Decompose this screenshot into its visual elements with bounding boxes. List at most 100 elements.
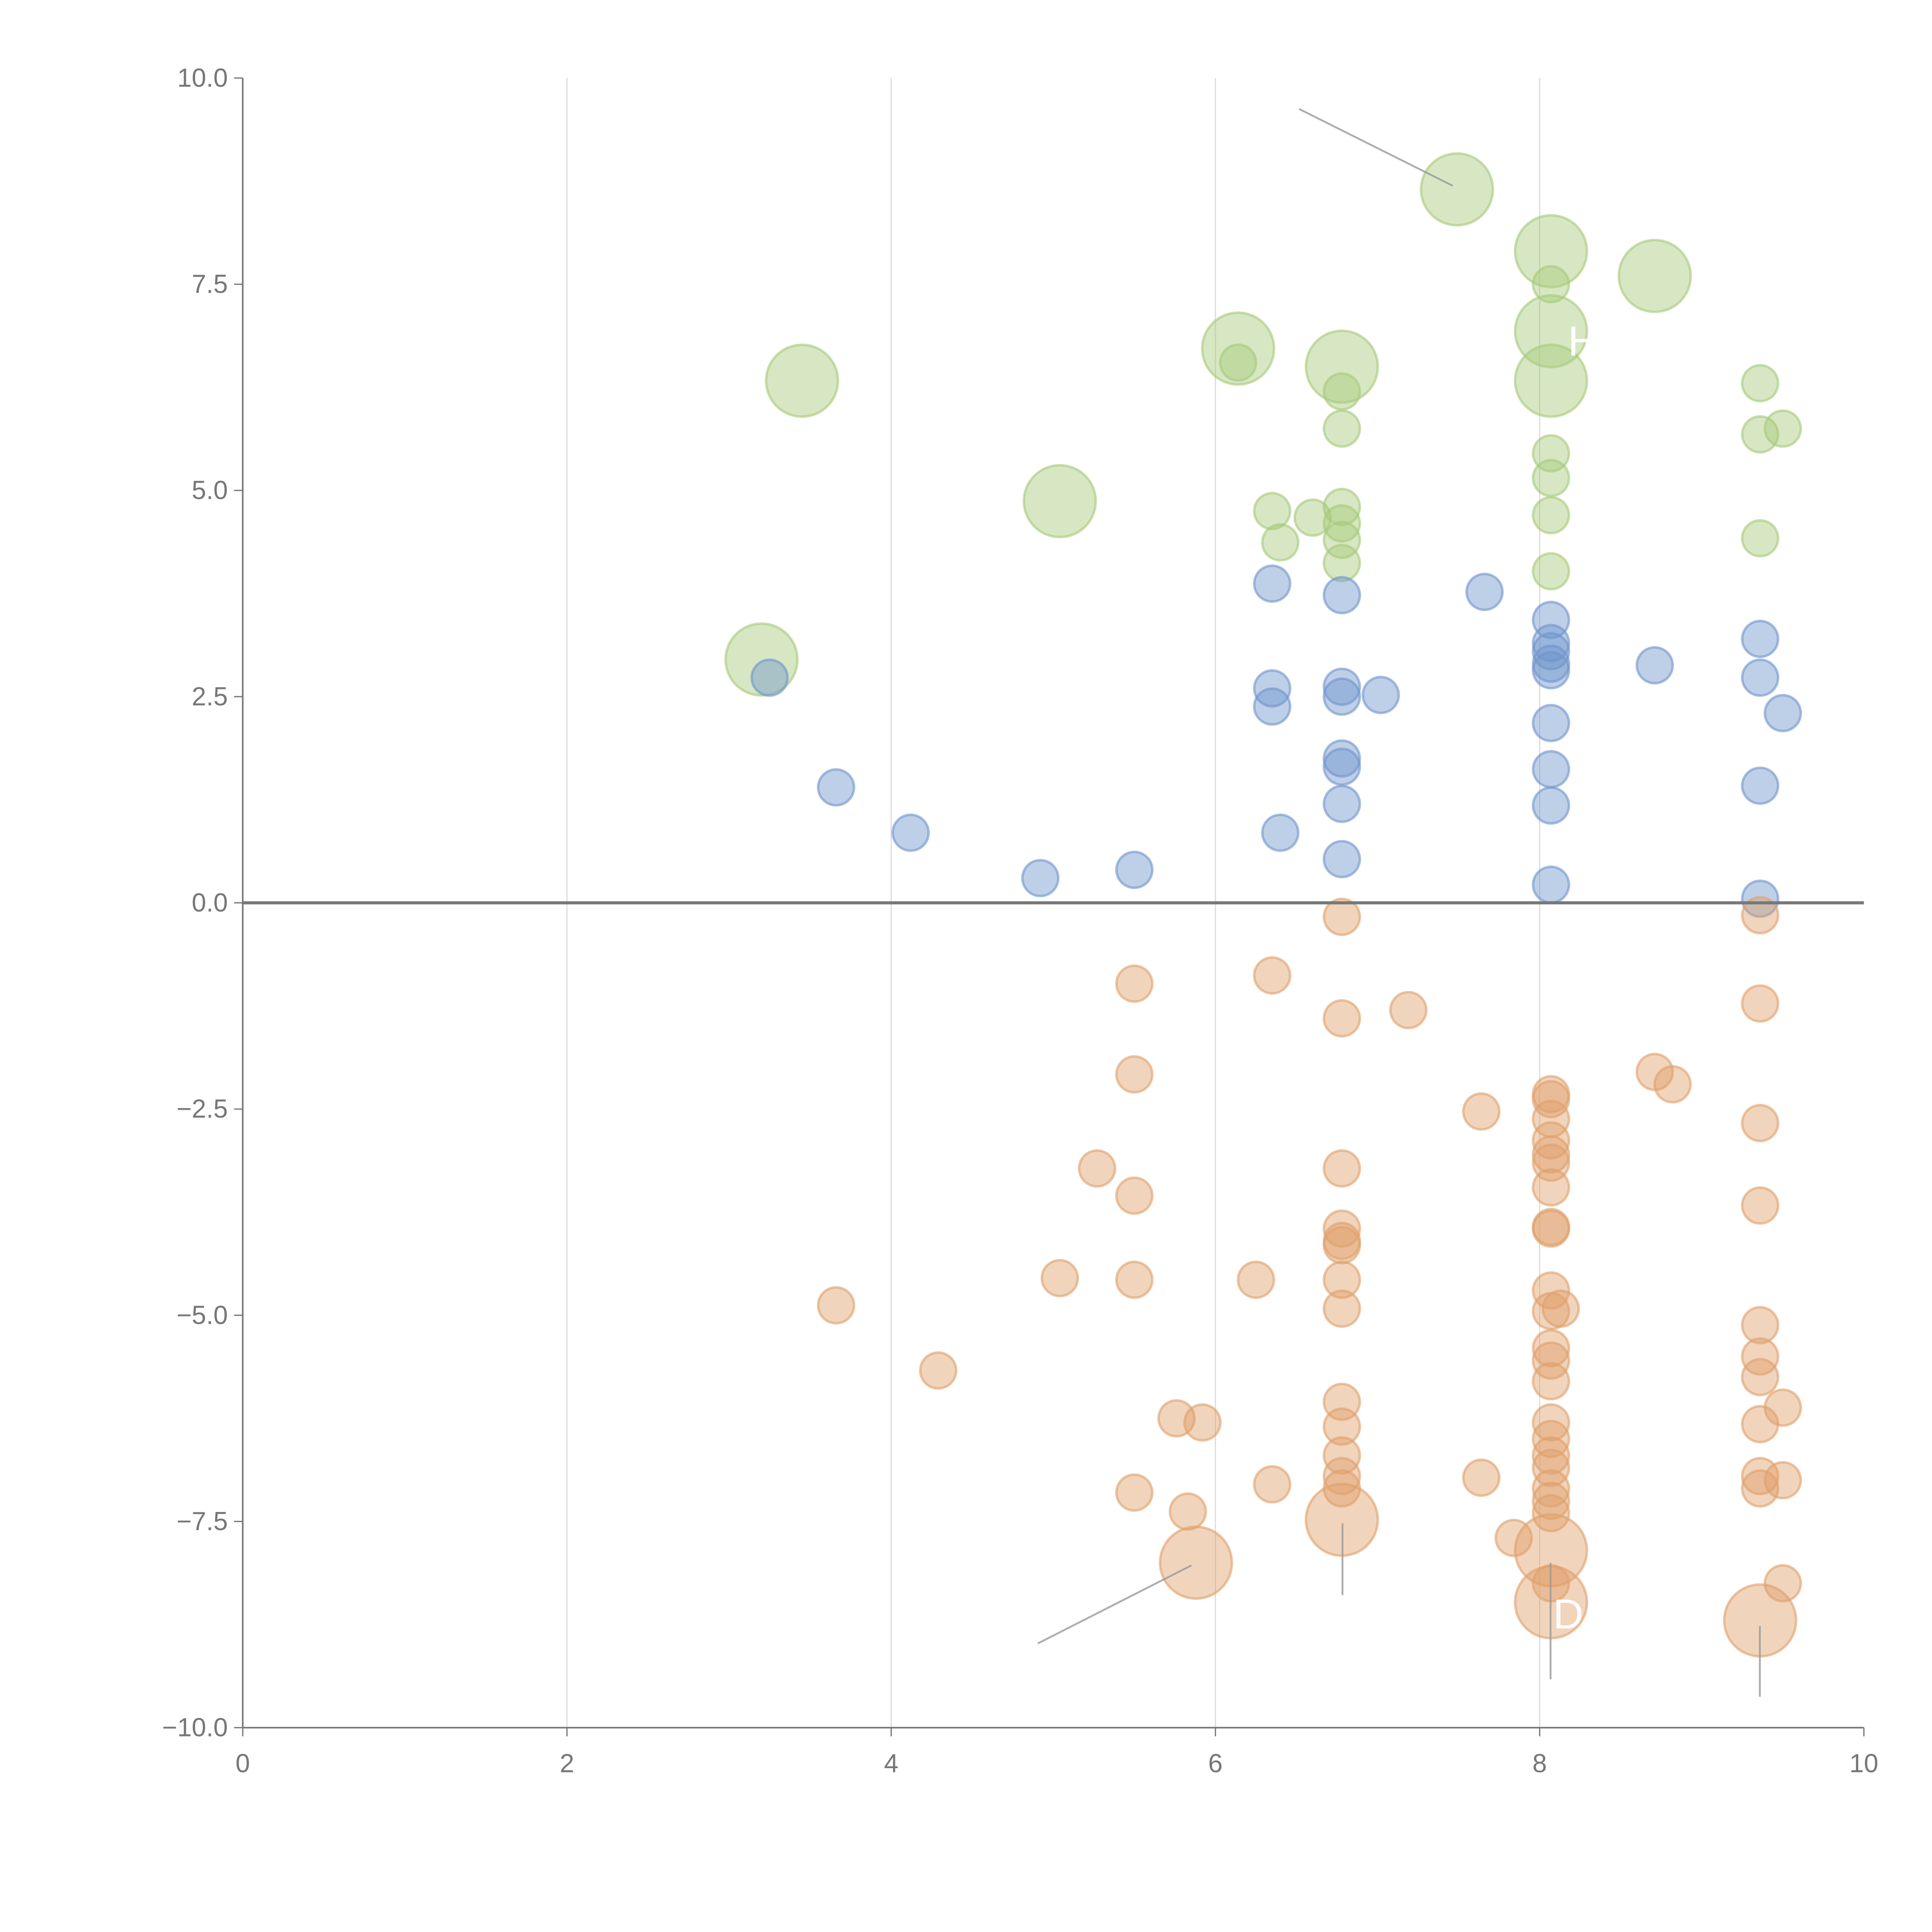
orange-point: [1253, 956, 1292, 995]
blue-point: [1323, 667, 1361, 706]
orange-point: [1115, 1473, 1154, 1512]
orange-point: [1741, 1358, 1779, 1396]
blue-point: [1741, 619, 1779, 658]
blue-point: [1021, 859, 1060, 898]
y-tick-label: 10.0: [177, 63, 228, 92]
green-point: [1323, 372, 1361, 411]
green-point: [724, 622, 799, 697]
y-tick-label: 0.0: [192, 888, 228, 917]
annotation-label-d: D: [1553, 1591, 1583, 1638]
orange-point: [1323, 1407, 1361, 1446]
green-point: [765, 344, 839, 418]
blue-point: [1532, 786, 1570, 825]
orange-point: [1532, 1341, 1570, 1380]
annotation-label-h: H: [1568, 318, 1599, 365]
orange-point: [1236, 1260, 1276, 1299]
orange-point: [1741, 1337, 1779, 1376]
green-point: [1293, 498, 1332, 537]
orange-point: [1323, 999, 1361, 1038]
orange-point: [1389, 991, 1428, 1029]
x-tick-label: 0: [235, 1749, 250, 1778]
orange-point: [1462, 1092, 1501, 1131]
orange-point: [1115, 1055, 1154, 1094]
green-point: [1741, 415, 1779, 454]
green-point: [1741, 519, 1779, 558]
blue-point: [1361, 675, 1400, 714]
orange-point: [1532, 1481, 1570, 1520]
green-point: [1514, 214, 1588, 289]
orange-point: [1764, 1388, 1802, 1427]
green-point: [1323, 409, 1361, 448]
blue-point: [1323, 739, 1361, 778]
orange-point: [1741, 984, 1779, 1023]
green-point: [1022, 464, 1097, 539]
y-tick-label: 2.5: [192, 682, 228, 711]
blue-point: [1261, 813, 1300, 852]
blue-point: [1532, 624, 1570, 662]
orange-point: [1323, 1457, 1361, 1495]
blue-point: [1741, 879, 1779, 918]
orange-point: [1462, 1458, 1501, 1497]
blue-point: [1465, 573, 1504, 611]
orange-point: [1532, 1362, 1570, 1401]
orange-point: [1532, 1420, 1570, 1458]
orange-point: [1532, 1271, 1570, 1310]
blue-point: [1635, 646, 1674, 685]
blue-point: [1764, 694, 1802, 733]
orange-point: [1115, 1176, 1154, 1215]
green-point: [1323, 488, 1361, 526]
green-point: [1532, 459, 1570, 497]
blue-point: [1741, 766, 1779, 805]
blue-point: [1253, 564, 1292, 603]
blue-point: [1532, 704, 1570, 742]
blue-point: [750, 658, 789, 697]
y-tick-label: −7.5: [177, 1507, 228, 1536]
green-point: [1261, 523, 1300, 562]
orange-point: [1741, 1469, 1779, 1508]
orange-point: [1168, 1492, 1207, 1531]
green-point: [1617, 239, 1692, 313]
y-tick-label: 5.0: [192, 476, 228, 505]
green-point: [1532, 552, 1570, 591]
orange-point: [1183, 1403, 1222, 1442]
axes: 0 2 4 6 8 10 10.0 7.5 5.0 2.5 0.0 −2.5 −5.0 −7.5 −10.0: [162, 63, 1878, 1778]
green-point: [1420, 152, 1494, 227]
leader-lines: [1037, 108, 1761, 1697]
leader-line: [1299, 108, 1453, 187]
orange-point: [1323, 1226, 1361, 1265]
orange-point: [1253, 1465, 1292, 1504]
orange-point: [1653, 1065, 1692, 1104]
green-point: [1304, 329, 1379, 404]
orange-point: [1532, 1080, 1570, 1119]
green-point: [1323, 520, 1361, 559]
orange-point: [1532, 1403, 1570, 1442]
orange-point: [1323, 898, 1361, 936]
orange-point: [1741, 1306, 1779, 1345]
data-points: [724, 152, 1802, 1658]
orange-point: [1741, 896, 1779, 935]
orange-point: [1115, 964, 1154, 1003]
orange-point: [1078, 1149, 1116, 1188]
green-point: [1741, 364, 1779, 403]
orange-point: [1741, 1186, 1779, 1225]
green-point: [1514, 344, 1588, 418]
blue-point: [1323, 576, 1361, 615]
x-tick-label: 4: [884, 1749, 898, 1778]
blue-point: [1115, 850, 1154, 889]
orange-point: [1741, 1104, 1779, 1143]
green-point: [1219, 343, 1257, 382]
orange-point: [1041, 1259, 1079, 1298]
leader-line: [1037, 1565, 1192, 1645]
orange-point: [1541, 1289, 1580, 1328]
y-tick-label: −5.0: [177, 1301, 228, 1330]
green-point: [1253, 492, 1292, 531]
orange-point: [1323, 1149, 1361, 1188]
green-point: [1323, 504, 1361, 543]
green-point: [1532, 265, 1570, 304]
blue-point: [1323, 840, 1361, 879]
x-tick-label: 6: [1208, 1749, 1223, 1778]
orange-point: [1532, 1449, 1570, 1487]
y-tick-label: −2.5: [177, 1095, 228, 1124]
y-tick-label: 7.5: [192, 270, 228, 299]
